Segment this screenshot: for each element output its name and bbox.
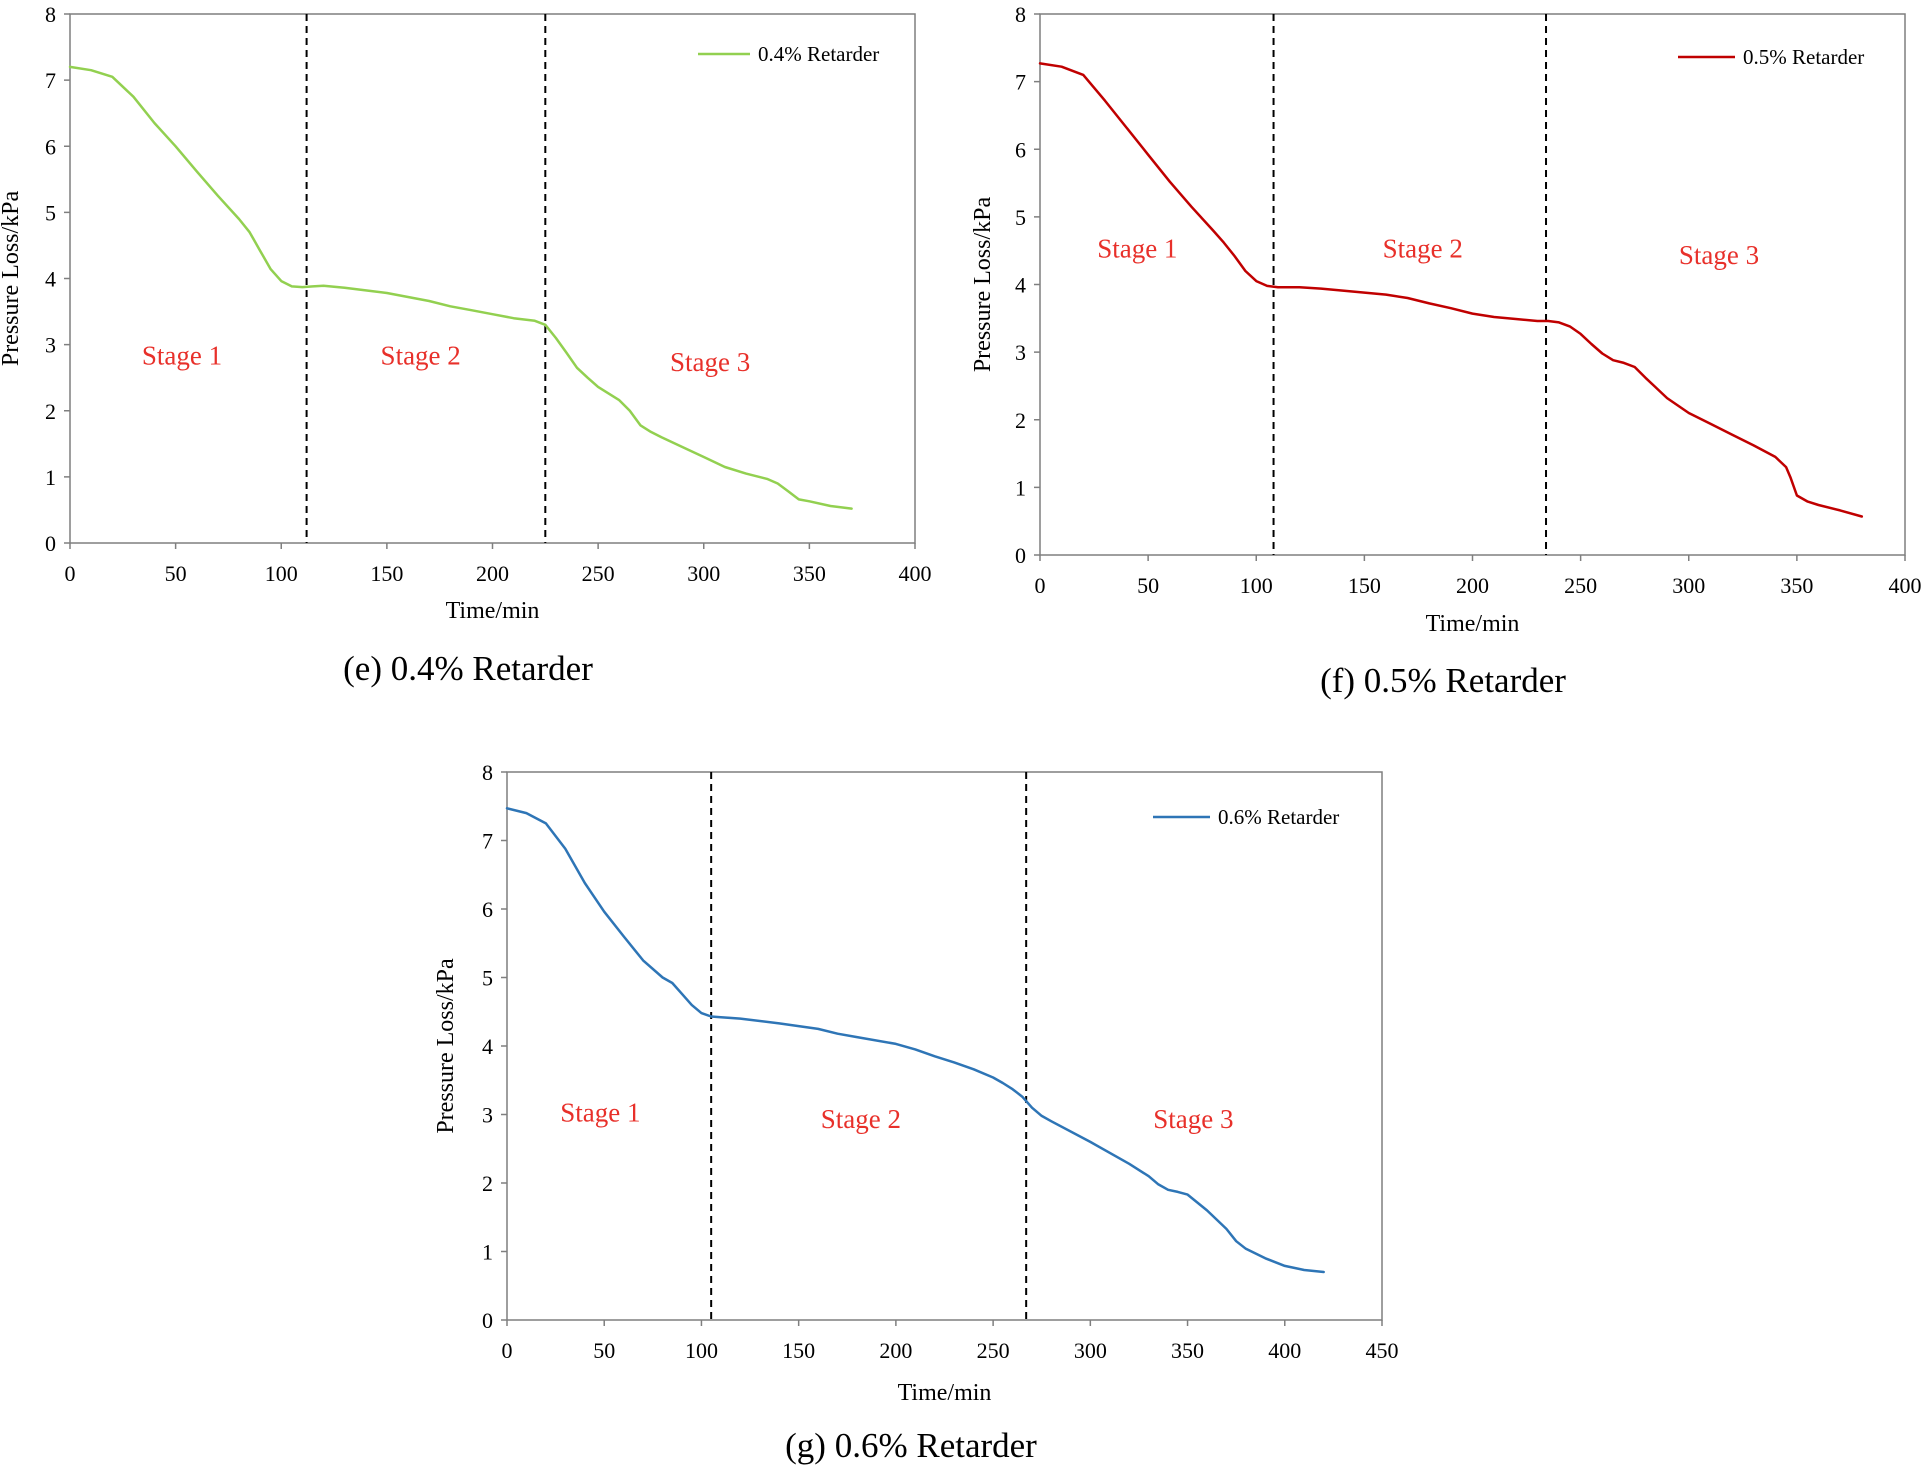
x-tick-label: 400 <box>1268 1338 1301 1363</box>
y-tick-label: 2 <box>1015 408 1026 433</box>
y-tick-label: 0 <box>1015 543 1026 568</box>
chart-panel-3: 0 50 100 150 200 250 300 350 400 450 0 1 2 3 4 5 6 7 8 Time… <box>433 760 1399 1465</box>
y-tick-label: 2 <box>482 1171 493 1196</box>
x-tick-label: 150 <box>782 1338 815 1363</box>
x-tick-label: 200 <box>879 1338 912 1363</box>
y-axis-title: Pressure Loss/kPa <box>0 190 24 366</box>
chart-panel-2: 0 50 100 150 200 250 300 350 400 0 1 2 3 4 5 6 7 8 Time/mi… <box>970 2 1922 700</box>
y-tick-label: 4 <box>482 1034 493 1059</box>
panel-caption: (e) 0.4% Retarder <box>343 649 593 688</box>
y-tick-label: 4 <box>1015 273 1026 298</box>
x-axis-title: Time/min <box>1426 611 1520 637</box>
x-tick-label: 100 <box>265 561 298 586</box>
x-tick-label: 250 <box>1564 573 1597 598</box>
y-tick-label: 3 <box>1015 340 1026 365</box>
stage-label: Stage 1 <box>1097 233 1177 263</box>
y-tick-label: 3 <box>482 1103 493 1128</box>
x-tick-label: 0 <box>502 1338 513 1363</box>
legend-label: 0.4% Retarder <box>758 42 879 66</box>
x-tick-label: 0 <box>65 561 76 586</box>
y-tick-label: 1 <box>45 465 56 490</box>
y-tick-label: 6 <box>45 134 56 159</box>
y-tick-label: 6 <box>482 897 493 922</box>
legend-label: 0.5% Retarder <box>1743 45 1864 69</box>
stage-label: Stage 3 <box>1679 240 1759 270</box>
y-tick-label: 6 <box>1015 137 1026 162</box>
x-tick-label: 50 <box>165 561 187 586</box>
y-tick-label: 1 <box>1015 475 1026 500</box>
y-tick-label: 8 <box>482 760 493 785</box>
x-tick-label: 350 <box>1780 573 1813 598</box>
stage-label: Stage 2 <box>1383 233 1463 263</box>
y-tick-label: 0 <box>45 531 56 556</box>
y-tick-label: 8 <box>45 2 56 27</box>
y-axis-title: Pressure Loss/kPa <box>970 196 996 372</box>
panel-caption: (f) 0.5% Retarder <box>1320 661 1566 700</box>
y-tick-label: 7 <box>482 829 493 854</box>
x-axis-title: Time/min <box>898 1380 992 1406</box>
panel-caption: (g) 0.6% Retarder <box>785 1426 1037 1465</box>
x-tick-label: 250 <box>582 561 615 586</box>
y-tick-label: 2 <box>45 399 56 424</box>
x-tick-label: 300 <box>1074 1338 1107 1363</box>
stage-label: Stage 1 <box>142 340 222 370</box>
x-tick-label: 50 <box>593 1338 615 1363</box>
x-tick-label: 350 <box>1171 1338 1204 1363</box>
x-tick-label: 400 <box>899 561 932 586</box>
y-axis-title: Pressure Loss/kPa <box>433 958 459 1134</box>
stage-label: Stage 2 <box>381 340 461 370</box>
x-tick-label: 0 <box>1035 573 1046 598</box>
y-tick-label: 7 <box>45 68 56 93</box>
x-tick-label: 100 <box>1240 573 1273 598</box>
y-tick-label: 5 <box>482 966 493 991</box>
y-tick-label: 8 <box>1015 2 1026 27</box>
x-tick-label: 250 <box>977 1338 1010 1363</box>
stage-label: Stage 3 <box>670 347 750 377</box>
stage-label: Stage 2 <box>821 1104 901 1134</box>
x-tick-label: 400 <box>1889 573 1922 598</box>
y-tick-label: 1 <box>482 1240 493 1265</box>
y-tick-label: 3 <box>45 333 56 358</box>
stage-label: Stage 1 <box>560 1097 640 1127</box>
chart-panel-1: 0 50 100 150 200 250 300 350 400 0 1 2 3 4 5 6 7 8 Time/mi… <box>0 2 932 688</box>
x-tick-label: 450 <box>1366 1338 1399 1363</box>
x-tick-label: 150 <box>370 561 403 586</box>
legend-label: 0.6% Retarder <box>1218 805 1339 829</box>
y-tick-label: 5 <box>45 200 56 225</box>
x-axis-title: Time/min <box>446 598 540 624</box>
y-tick-label: 5 <box>1015 205 1026 230</box>
x-tick-label: 100 <box>685 1338 718 1363</box>
x-tick-label: 200 <box>476 561 509 586</box>
series-line <box>68 65 853 510</box>
x-tick-label: 300 <box>687 561 720 586</box>
x-tick-label: 300 <box>1672 573 1705 598</box>
y-tick-label: 4 <box>45 267 56 292</box>
y-tick-label: 7 <box>1015 70 1026 95</box>
x-tick-label: 50 <box>1137 573 1159 598</box>
x-tick-label: 200 <box>1456 573 1489 598</box>
x-tick-label: 350 <box>793 561 826 586</box>
y-tick-label: 0 <box>482 1308 493 1333</box>
series-line <box>1038 62 1864 518</box>
stage-label: Stage 3 <box>1153 1104 1233 1134</box>
series-line <box>505 807 1325 1274</box>
x-tick-label: 150 <box>1348 573 1381 598</box>
